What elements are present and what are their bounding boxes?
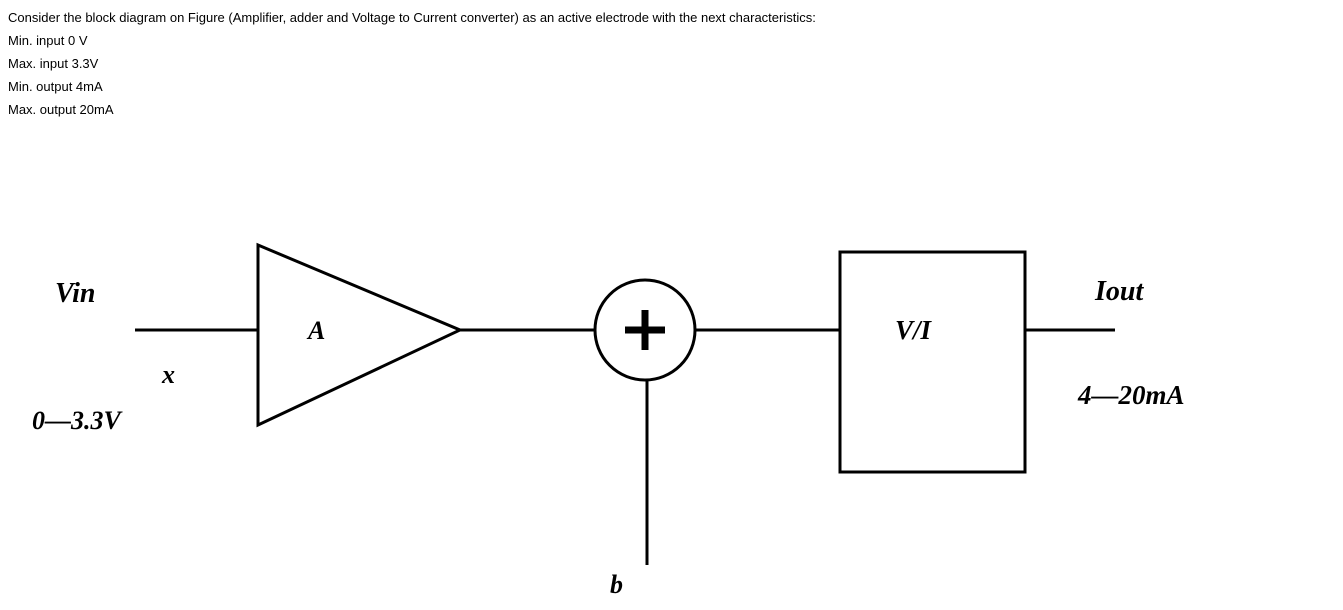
vi-converter-block bbox=[840, 252, 1025, 472]
problem-line-5: Max. output 20mA bbox=[8, 102, 114, 117]
input-range-label: 0—3.3V bbox=[32, 406, 121, 436]
problem-line-2: Min. input 0 V bbox=[8, 33, 88, 48]
iout-label: Iout bbox=[1095, 276, 1143, 308]
amplifier-label: A bbox=[308, 316, 325, 346]
x-label: x bbox=[162, 360, 175, 390]
problem-line-1: Consider the block diagram on Figure (Am… bbox=[8, 10, 816, 25]
problem-line-3: Max. input 3.3V bbox=[8, 56, 98, 71]
vin-label: Vin bbox=[55, 278, 95, 310]
output-range-label: 4—20mA bbox=[1078, 380, 1185, 411]
b-label: b bbox=[610, 570, 623, 600]
problem-line-4: Min. output 4mA bbox=[8, 79, 103, 94]
vi-label: V/I bbox=[895, 315, 931, 346]
amplifier-block bbox=[258, 245, 460, 425]
block-diagram: Vin x 0—3.3V A b V/I Iout 4—20mA bbox=[0, 230, 1343, 610]
